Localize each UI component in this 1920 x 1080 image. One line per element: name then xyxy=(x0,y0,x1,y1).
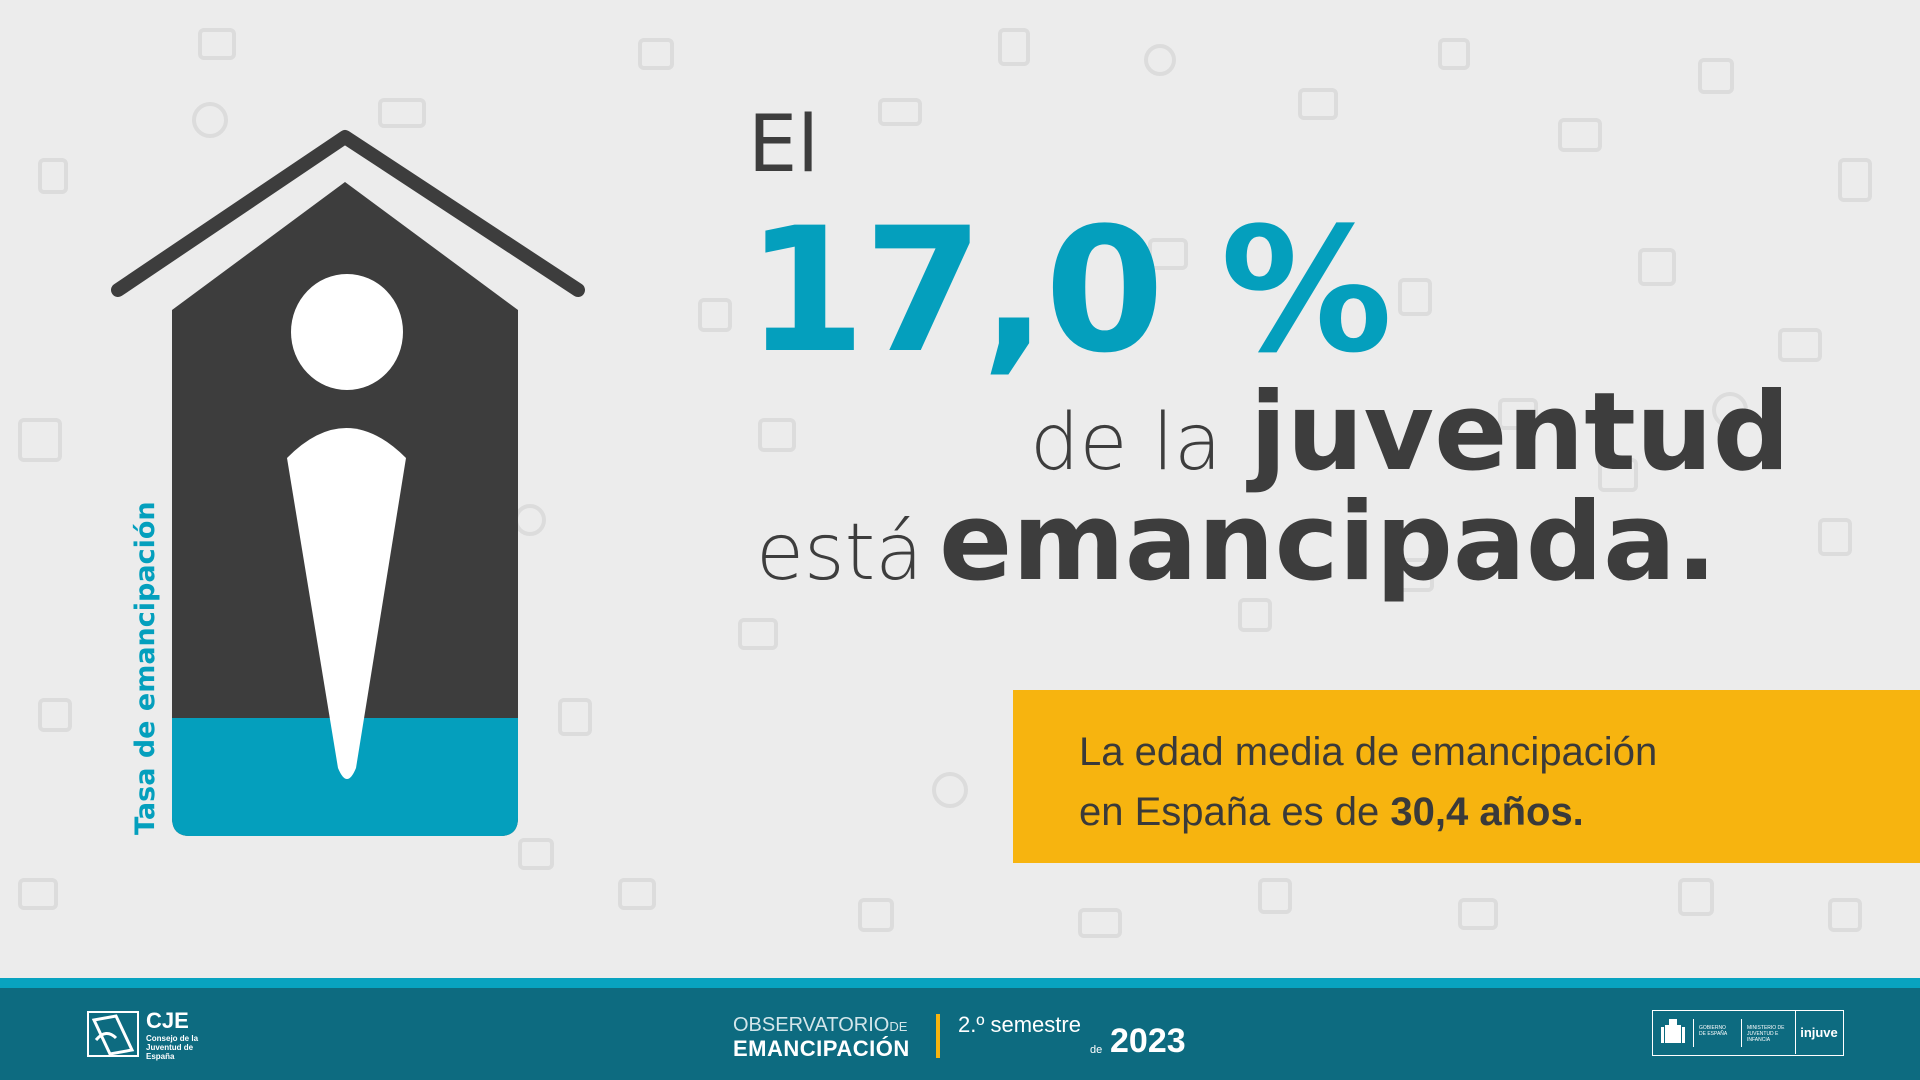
vertical-label: Tasa de emancipación xyxy=(130,501,161,835)
observatorio-text: OBSERVATORIO xyxy=(733,1014,890,1036)
headline-el: El xyxy=(748,100,819,190)
semester-label: 2.º semestre xyxy=(958,1012,1081,1037)
headline-de-la: de la xyxy=(1030,398,1222,488)
person-icon xyxy=(287,274,406,779)
info-line2-value: 30,4 años. xyxy=(1390,790,1584,834)
cje-title: CJE xyxy=(146,1008,189,1033)
semester-de: de xyxy=(1090,1044,1103,1056)
info-line2-prefix: en España es de xyxy=(1079,790,1380,834)
info-line2: en España es de 30,4 años. xyxy=(1079,782,1920,842)
headline-percentage: 17,0 % xyxy=(746,190,1393,391)
info-box: La edad media de emancipación en España … xyxy=(1013,690,1920,863)
headline-line-emancipada: está emancipada. xyxy=(756,480,1717,605)
background-pattern xyxy=(18,28,1872,938)
footer: CJE Consejo de la Juventud de España OBS… xyxy=(0,988,1920,1080)
government-logos: GOBIERNO DE ESPAÑA MINISTERIO DE JUVENTU… xyxy=(1652,1010,1844,1056)
observatorio-de: DE xyxy=(889,1019,908,1034)
gov-separator xyxy=(1693,1019,1694,1047)
cje-subtitle: Consejo de la Juventud de España xyxy=(146,1034,199,1061)
headline-juventud: juventud xyxy=(1249,370,1791,495)
headline-esta: está xyxy=(756,508,924,598)
house-icon xyxy=(111,130,585,836)
cje-logo-icon xyxy=(87,1011,139,1057)
observatorio-label: OBSERVATORIODE xyxy=(733,1014,907,1037)
gov-label: GOBIERNO DE ESPAÑA xyxy=(1699,1025,1728,1037)
ministry-label: MINISTERIO DE JUVENTUD E INFANCIA xyxy=(1747,1025,1785,1043)
semester-year: 2023 xyxy=(1110,1022,1186,1060)
headline-emancipada: emancipada. xyxy=(939,480,1718,605)
emancipacion-label: EMANCIPACIÓN xyxy=(733,1036,910,1061)
injuve-logo: injuve xyxy=(1795,1011,1842,1054)
footer-divider xyxy=(936,1014,940,1058)
headline-line-juventud: de la juventud xyxy=(1030,370,1790,495)
info-line1: La edad media de emancipación xyxy=(1079,730,1658,774)
spain-shield-icon xyxy=(1661,1019,1685,1043)
gov-separator xyxy=(1741,1019,1742,1047)
footer-stripe xyxy=(0,978,1920,988)
